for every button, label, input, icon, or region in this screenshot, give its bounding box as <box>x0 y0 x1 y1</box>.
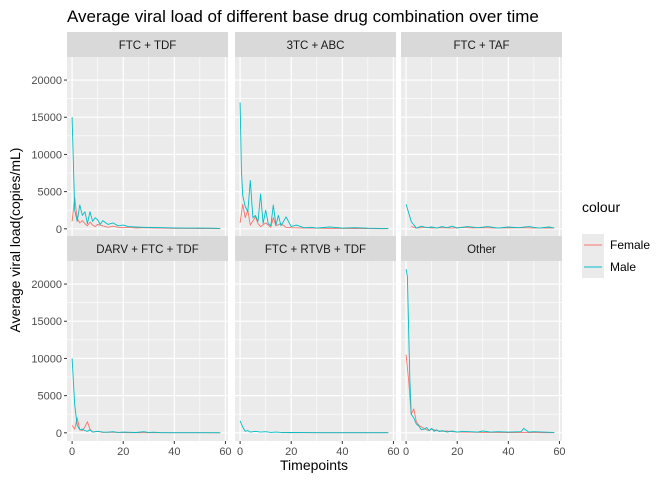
legend: colour Female Male <box>582 199 650 278</box>
legend-label: Male <box>610 260 636 274</box>
legend-entry: Female <box>582 234 650 256</box>
panel: FTC + TAF <box>401 32 562 237</box>
panel-title: FTC + TDF <box>119 40 177 52</box>
x-tick-label: 60 <box>553 446 565 458</box>
y-tick-label: 15000 <box>31 112 62 124</box>
panel: 3TC + ABC <box>235 32 396 237</box>
legend-title: colour <box>582 199 620 215</box>
panel-title: Other <box>467 244 496 256</box>
y-tick-label: 5000 <box>38 187 62 199</box>
y-tick-label: 0 <box>56 224 62 236</box>
x-tick-label: 60 <box>219 446 231 458</box>
chart-title: Average viral load of different base dru… <box>67 7 539 26</box>
x-tick-label: 40 <box>168 446 180 458</box>
y-tick-label: 0 <box>56 428 62 440</box>
x-tick-label: 20 <box>451 446 463 458</box>
x-tick-label: 0 <box>237 446 243 458</box>
y-tick-label: 20000 <box>31 279 62 291</box>
x-tick-label: 60 <box>387 446 399 458</box>
y-axis-label: Average viral load(copies/mL) <box>7 148 23 333</box>
x-tick-label: 0 <box>69 446 75 458</box>
panel-title: 3TC + ABC <box>287 40 345 52</box>
y-tick-label: 10000 <box>31 353 62 365</box>
legend-label: Female <box>610 238 650 252</box>
x-tick-label: 40 <box>502 446 514 458</box>
panel-title: DARV + FTC + TDF <box>96 244 198 256</box>
y-tick-label: 10000 <box>31 149 62 161</box>
panel-title: FTC + RTVB + TDF <box>265 244 366 256</box>
panel: Other 0 20 40 60 <box>401 236 566 458</box>
x-axis-label: Timepoints <box>280 457 348 473</box>
y-tick-label: 5000 <box>38 391 62 403</box>
panel: DARV + FTC + TDF 0 5000 10000 15000 20000 0 20 4… <box>31 236 231 458</box>
panel: FTC + TDF 0 5000 10000 15000 20000 <box>31 32 228 237</box>
x-tick-label: 20 <box>117 446 129 458</box>
panel-title: FTC + TAF <box>453 40 509 52</box>
y-tick-label: 15000 <box>31 316 62 328</box>
y-tick-label: 20000 <box>31 75 62 87</box>
legend-entry: Male <box>582 256 636 278</box>
x-tick-label: 0 <box>403 446 409 458</box>
